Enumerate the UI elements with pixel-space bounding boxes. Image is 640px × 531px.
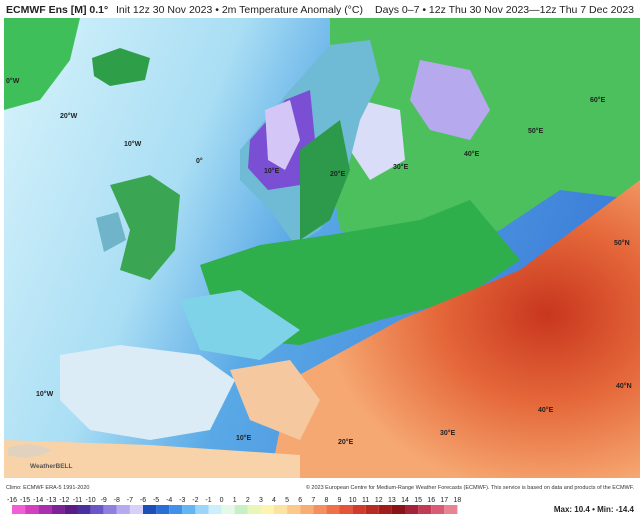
colorbar-cell: [365, 505, 379, 514]
colorbar-cell: [103, 505, 117, 514]
colorbar-cell: [51, 505, 65, 514]
copyright: © 2023 European Centre for Medium-Range …: [306, 484, 635, 491]
colorbar-cell: [90, 505, 104, 514]
colorbar-cell: [300, 505, 314, 514]
colorbar-label: -10: [86, 497, 96, 504]
colorbar-cell: [12, 505, 26, 514]
logo: WeatherBELL: [30, 463, 73, 470]
colorbar-label: 0: [220, 497, 224, 504]
period: Days 0–7 • 12z Thu 30 Nov 2023—12z Thu 7…: [375, 4, 634, 16]
colorbar-cell: [352, 505, 366, 514]
colorbar-cell: [143, 505, 157, 514]
colorbar-label: 5: [285, 497, 289, 504]
colorbar-label: -14: [33, 497, 43, 504]
grid-label: 50°N: [614, 239, 630, 247]
colorbar-label: 6: [298, 497, 302, 504]
colorbar-label: -5: [153, 497, 159, 504]
grid-label: 10°E: [264, 167, 280, 175]
colorbar-cell: [418, 505, 432, 514]
colorbar-cell: [247, 505, 261, 514]
title: ECMWF Ens [M] 0.1°: [6, 4, 108, 16]
grid-label: 20°W: [60, 112, 78, 120]
grid-label: 10°W: [124, 140, 142, 148]
grid-label: 0°: [196, 157, 203, 165]
colorbar-label: -8: [114, 497, 120, 504]
colorbar-cell: [25, 505, 39, 514]
colorbar-cell: [444, 505, 458, 514]
colorbar-cell: [169, 505, 183, 514]
colorbar-label: -11: [73, 497, 83, 504]
subtitle: Init 12z 30 Nov 2023 • 2m Temperature An…: [116, 4, 363, 16]
grid-labels: 0°W 20°W 10°W 0° 10°E 20°E 30°E 40°E 50°…: [6, 77, 632, 446]
colorbar-cell: [234, 505, 248, 514]
colorbar-cell: [274, 505, 288, 514]
colorbar-cell: [313, 505, 327, 514]
climo-note: Climo: ECMWF ERA-5 1991-2020: [6, 485, 89, 491]
grid-label: 10°E: [236, 434, 252, 442]
colorbar-cell: [326, 505, 340, 514]
colorbar-label: -3: [179, 497, 185, 504]
colorbar-label: -16: [7, 497, 17, 504]
colorbar-cell: [77, 505, 91, 514]
colorbar-cell: [182, 505, 196, 514]
colorbar-label: 15: [414, 497, 422, 504]
grid-label: 20°E: [338, 438, 354, 446]
colorbar-label: -9: [101, 497, 107, 504]
colorbar-cell: [116, 505, 130, 514]
colorbar-label: -12: [59, 497, 69, 504]
grid-label: 40°E: [538, 406, 554, 414]
colorbar-label: 2: [246, 497, 250, 504]
colorbar: -16 -15 -14 -13 -12 -11 -10 -9 -8 -7 -6 -5 -4 -3 -2 -1 0…: [7, 497, 461, 514]
colorbar-label: -4: [166, 497, 172, 504]
colorbar-label: 4: [272, 497, 276, 504]
colorbar-cell: [405, 505, 419, 514]
colorbar-label: -1: [205, 497, 211, 504]
colorbar-cell: [221, 505, 235, 514]
colorbar-label: -6: [140, 497, 146, 504]
colorbar-label: -15: [20, 497, 30, 504]
colorbar-label: 16: [427, 497, 435, 504]
grid-label: 60°E: [590, 96, 606, 104]
grid-label: 50°E: [528, 127, 544, 135]
colorbar-cell: [195, 505, 209, 514]
colorbar-label: -7: [127, 497, 133, 504]
colorbar-cell: [391, 505, 405, 514]
colorbar-cell: [378, 505, 392, 514]
colorbar-cell: [64, 505, 78, 514]
colorbar-label: 8: [324, 497, 328, 504]
colorbar-cell: [287, 505, 301, 514]
grid-label: 30°E: [440, 429, 456, 437]
colorbar-label: 7: [311, 497, 315, 504]
max-min: Max: 10.4 • Min: -14.4: [554, 505, 635, 514]
grid-label: 40°N: [616, 382, 632, 390]
colorbar-label: 3: [259, 497, 263, 504]
colorbar-label: 10: [349, 497, 357, 504]
colorbar-label: 11: [362, 497, 369, 504]
colorbar-cell: [260, 505, 274, 514]
grid-label: 0°W: [6, 77, 20, 85]
colorbar-cell: [431, 505, 445, 514]
grid-label: 20°E: [330, 170, 346, 178]
colorbar-label: 9: [338, 497, 342, 504]
colorbar-cell: [129, 505, 143, 514]
colorbar-label: 14: [401, 497, 409, 504]
colorbar-cell: [156, 505, 170, 514]
grid-label: 40°E: [464, 150, 480, 158]
colorbar-label: 13: [388, 497, 396, 504]
map: [4, 18, 640, 478]
colorbar-label: 17: [440, 497, 448, 504]
colorbar-cell: [38, 505, 52, 514]
grid-label: 30°E: [393, 163, 409, 171]
colorbar-label: 18: [454, 497, 462, 504]
colorbar-label: 12: [375, 497, 383, 504]
colorbar-label: 1: [233, 497, 237, 504]
colorbar-label: -2: [192, 497, 198, 504]
colorbar-label: -13: [46, 497, 56, 504]
colorbar-cell: [208, 505, 222, 514]
grid-label: 10°W: [36, 390, 54, 398]
colorbar-cell: [339, 505, 353, 514]
